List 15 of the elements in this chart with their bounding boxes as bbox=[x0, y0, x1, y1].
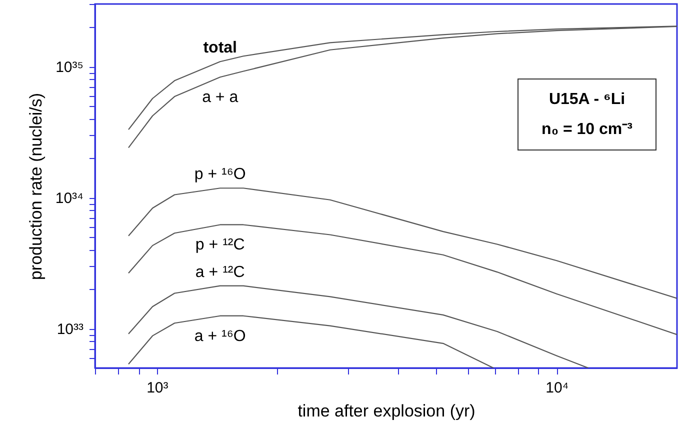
y-axis-title: production rate (nuclei/s) bbox=[26, 92, 46, 280]
series-label: total bbox=[203, 40, 237, 57]
series-label: a + ¹⁶O bbox=[194, 328, 246, 345]
x-tick-label: 10³ bbox=[146, 380, 168, 396]
series-label: a + ¹²C bbox=[195, 264, 245, 281]
annotation: n₀ = 10 cm⁻³ bbox=[542, 121, 632, 138]
series-label: p + ¹⁶O bbox=[194, 166, 246, 184]
series-label: a + a bbox=[202, 89, 238, 106]
y-tick-label: 10³⁵ bbox=[56, 59, 84, 76]
annotation: U15A - ⁶Li bbox=[548, 91, 626, 108]
y-tick-label: 10³⁴ bbox=[55, 190, 84, 208]
y-tick-label: 10³³ bbox=[56, 321, 84, 338]
x-tick-label: 10⁴ bbox=[546, 380, 569, 396]
series-label: p + ¹²C bbox=[195, 236, 245, 254]
x-axis-title: time after explosion (yr) bbox=[298, 402, 476, 420]
